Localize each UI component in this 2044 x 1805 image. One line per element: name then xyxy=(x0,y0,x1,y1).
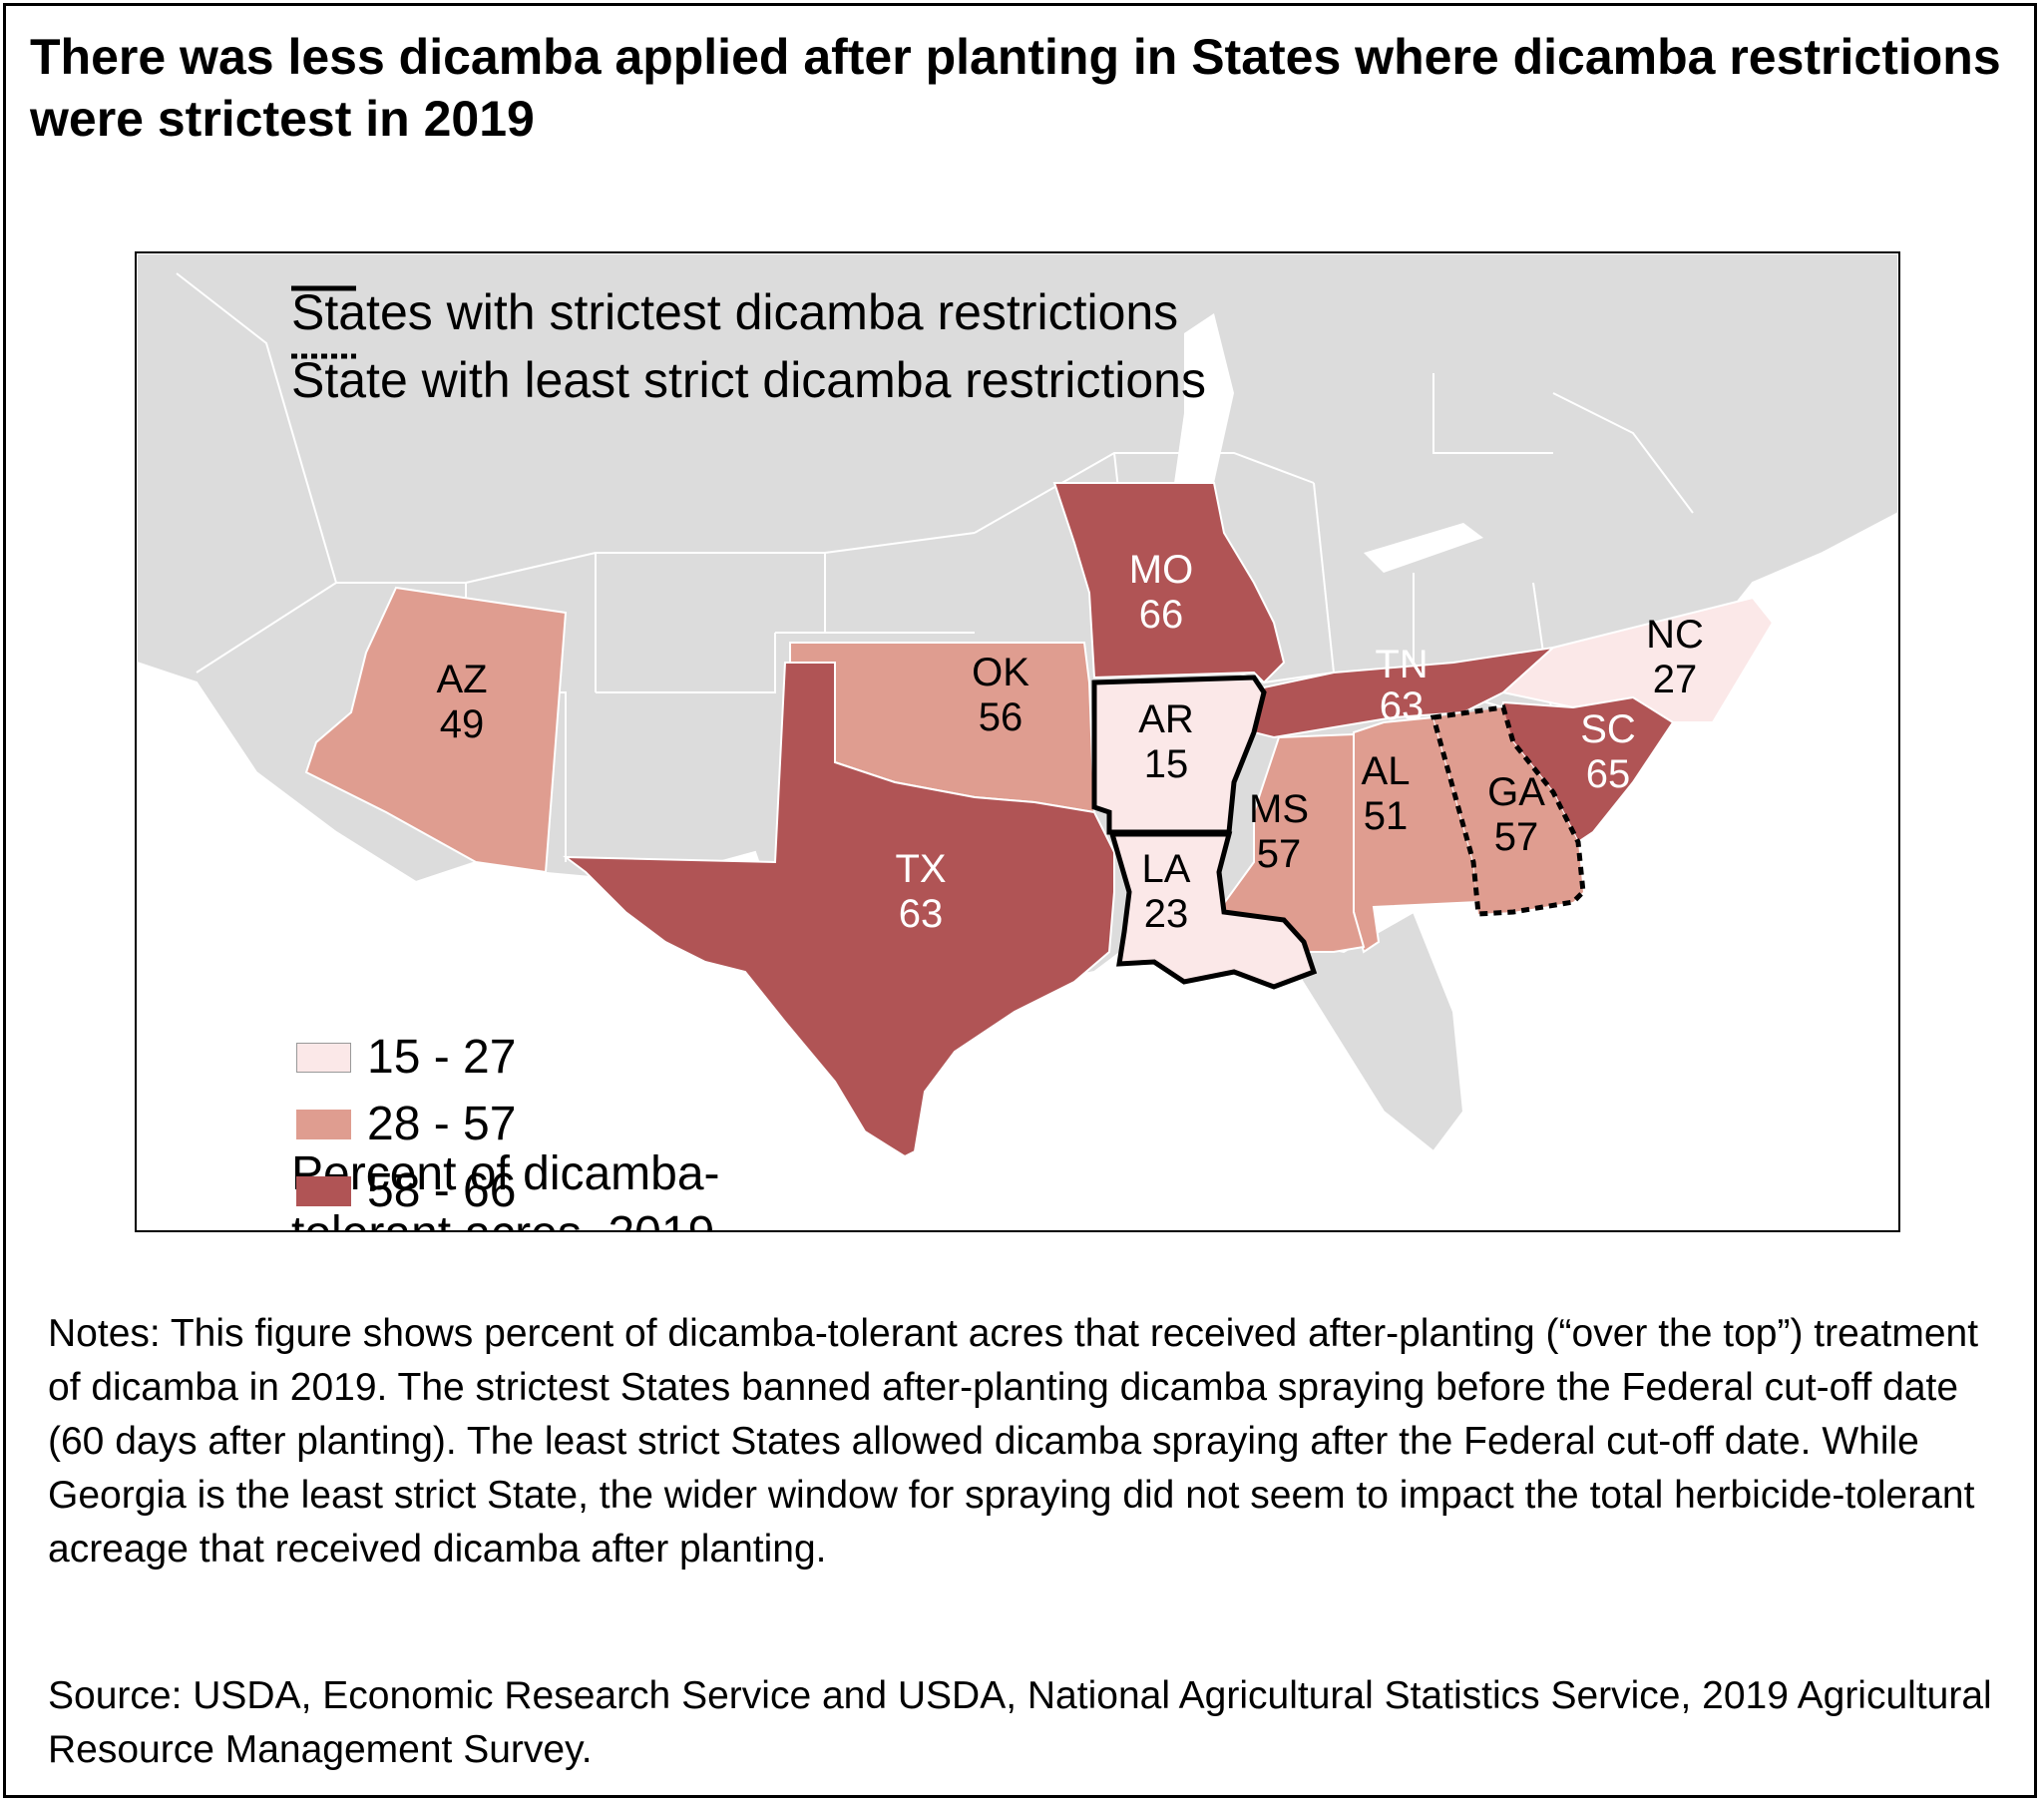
state-label-nc: NC 27 xyxy=(1646,613,1704,701)
svg-text:66: 66 xyxy=(1139,593,1184,637)
figure-frame xyxy=(3,3,2037,1798)
svg-text:15: 15 xyxy=(1144,742,1189,786)
svg-text:AR: AR xyxy=(1138,697,1194,741)
svg-text:49: 49 xyxy=(440,702,485,746)
state-label-ok: OK 56 xyxy=(972,651,1029,739)
svg-text:27: 27 xyxy=(1653,658,1698,701)
state-label-tx: TX 63 xyxy=(895,847,946,936)
legend-strict: States with strictest dicamba restrictio… xyxy=(291,283,1178,341)
svg-text:65: 65 xyxy=(1586,752,1631,796)
state-mo xyxy=(1052,482,1286,684)
swatch-mid xyxy=(296,1109,351,1139)
svg-text:56: 56 xyxy=(979,695,1023,739)
lake-erie xyxy=(1364,523,1483,573)
solid-line-icon xyxy=(291,285,356,291)
legend-least-label: State with least strict dicamba restrict… xyxy=(291,352,1206,408)
state-ga[interactable] xyxy=(1430,704,1586,917)
figure-source: Source: USDA, Economic Research Service … xyxy=(48,1674,1992,1771)
svg-text:57: 57 xyxy=(1494,815,1539,859)
state-tx xyxy=(562,662,1115,1158)
state-az xyxy=(304,586,568,874)
svg-text:SC: SC xyxy=(1580,707,1636,751)
us-map: AZ 49 OK 56 TX 63 MO 66 AR 15 LA 23 MS 5… xyxy=(137,253,1898,1158)
svg-text:GA: GA xyxy=(1487,770,1545,814)
legend-class-high: 58 - 66 xyxy=(296,1163,516,1218)
svg-text:OK: OK xyxy=(972,651,1029,694)
state-label-ar: AR 15 xyxy=(1138,697,1194,786)
map-panel: AZ 49 OK 56 TX 63 MO 66 AR 15 LA 23 MS 5… xyxy=(135,251,1900,1232)
swatch-high xyxy=(296,1175,351,1206)
dotted-line-icon xyxy=(291,353,356,359)
state-label-sc: SC 65 xyxy=(1580,707,1636,796)
state-label-la: LA 23 xyxy=(1142,847,1191,936)
state-la[interactable] xyxy=(1108,831,1318,990)
svg-text:51: 51 xyxy=(1364,794,1409,838)
figure-title: There was less dicamba applied after pla… xyxy=(30,29,2001,147)
legend-class-label: 58 - 66 xyxy=(367,1164,517,1217)
svg-text:NC: NC xyxy=(1646,613,1704,657)
svg-text:MO: MO xyxy=(1129,548,1193,592)
svg-text:AZ: AZ xyxy=(436,658,487,701)
state-ar[interactable] xyxy=(1091,675,1267,835)
state-nc xyxy=(1500,596,1775,723)
svg-text:MS: MS xyxy=(1249,787,1309,831)
legend-strict-label: States with strictest dicamba restrictio… xyxy=(291,284,1179,340)
svg-text:LA: LA xyxy=(1142,847,1191,891)
legend-class-low: 15 - 27 xyxy=(296,1030,516,1085)
state-label-tn: TN 63 xyxy=(1375,643,1428,728)
state-label-mo: MO 66 xyxy=(1129,548,1193,637)
legend-title: Percent of dicamba-tolerant acres, 2019 xyxy=(291,1147,720,1230)
svg-text:TN: TN xyxy=(1375,643,1428,686)
state-label-al: AL 51 xyxy=(1362,749,1411,838)
svg-text:AL: AL xyxy=(1362,749,1411,793)
legend-class-label: 15 - 27 xyxy=(367,1031,517,1084)
svg-text:63: 63 xyxy=(1380,684,1425,728)
state-tn xyxy=(1252,646,1557,739)
legend-class-label: 28 - 57 xyxy=(367,1098,517,1150)
svg-text:23: 23 xyxy=(1144,892,1189,936)
svg-text:TX: TX xyxy=(895,847,946,891)
state-label-ga: GA 57 xyxy=(1487,770,1545,859)
figure-notes: Notes: This figure shows percent of dica… xyxy=(48,1312,1979,1571)
legend-class-mid: 28 - 57 xyxy=(296,1097,516,1151)
state-label-ms: MS 57 xyxy=(1249,787,1309,876)
svg-text:63: 63 xyxy=(899,892,944,936)
state-label-az: AZ 49 xyxy=(436,658,487,746)
swatch-low xyxy=(296,1042,351,1073)
svg-text:57: 57 xyxy=(1257,832,1302,876)
legend-least: State with least strict dicamba restrict… xyxy=(291,351,1206,409)
lake-michigan xyxy=(1174,313,1234,533)
